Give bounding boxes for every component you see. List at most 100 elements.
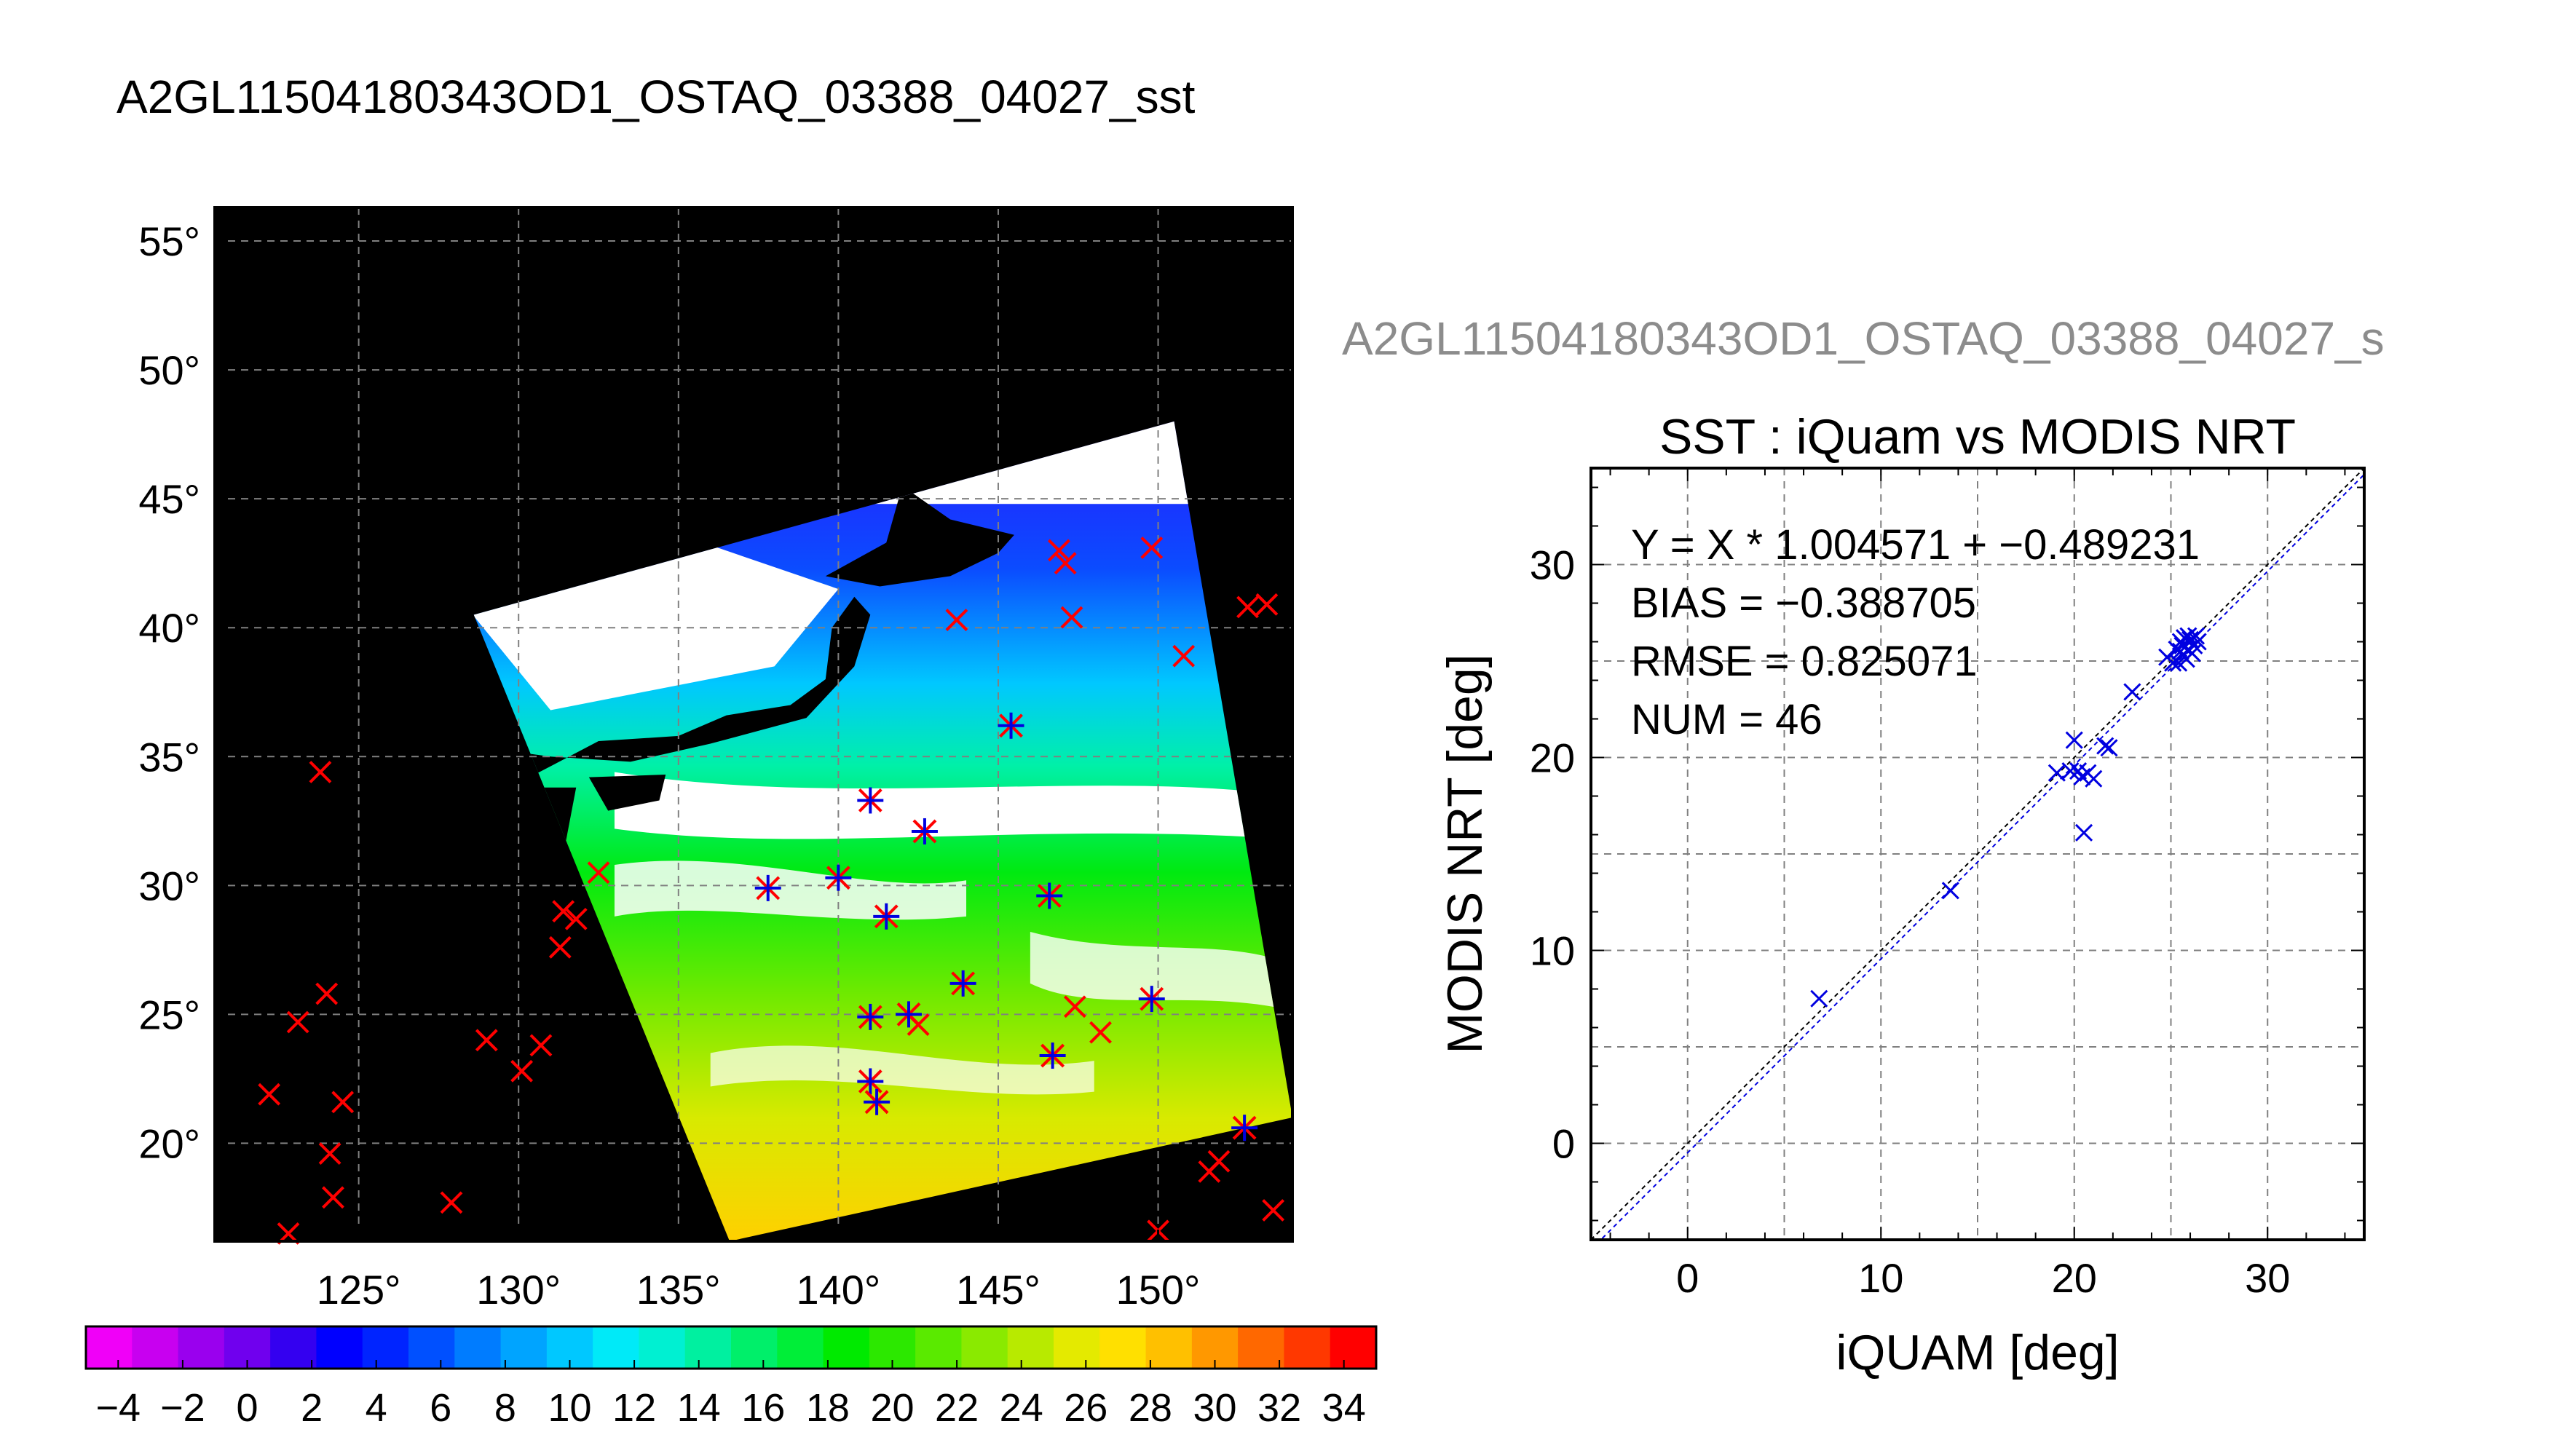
buoy-marker-matched <box>949 970 976 997</box>
buoy-marker-unmatched <box>1207 1150 1231 1173</box>
map-frame <box>213 206 1294 1243</box>
buoy-marker-unmatched <box>1089 1021 1112 1044</box>
scatter-point <box>2171 642 2189 660</box>
buoy-marker-unmatched <box>564 907 588 930</box>
buoy-marker-matched <box>911 818 938 844</box>
buoy-marker-unmatched <box>309 761 332 783</box>
colorbar-tick-label: 14 <box>677 1386 721 1430</box>
map-x-tick-label: 130° <box>476 1267 561 1313</box>
colorbar-swatch <box>1054 1326 1100 1369</box>
buoy-marker-unmatched <box>548 935 572 959</box>
map-y-tick-label: 25° <box>138 992 200 1037</box>
scatter-point <box>1941 882 1959 900</box>
buoy-marker-unmatched <box>318 1142 341 1166</box>
buoy-marker-unmatched <box>322 1186 344 1209</box>
colorbar-swatch <box>86 1326 133 1369</box>
colorbar-swatch <box>500 1326 548 1369</box>
scatter-points <box>1810 627 2207 1008</box>
colorbar-swatch <box>731 1326 778 1369</box>
buoy-marker-unmatched <box>1054 552 1077 575</box>
scatter-point <box>2096 737 2114 755</box>
colorbar-tick-label: 12 <box>612 1386 656 1430</box>
scatter-gridlines <box>1591 468 2364 1240</box>
scatter-x-axis-label: iQUAM [deg] <box>1836 1325 2119 1380</box>
scatter-point <box>2179 627 2197 645</box>
buoy-marker-unmatched <box>552 900 575 923</box>
colorbar-swatch <box>178 1326 225 1369</box>
colorbar-tick-label: 24 <box>1000 1386 1043 1430</box>
main-title: A2GL11504180343OD1_OSTAQ_03388_04027_sst <box>117 71 1196 123</box>
buoy-marker-unmatched <box>315 982 339 1005</box>
colorbar-tick-label: 18 <box>806 1386 850 1430</box>
colorbar-frame <box>84 1325 1378 1370</box>
buoy-marker-unmatched <box>1255 593 1279 616</box>
scatter-y-tick-label: 30 <box>1530 542 1575 588</box>
hokkaido <box>825 486 1014 587</box>
buoy-marker-unmatched <box>1060 606 1083 629</box>
colorbar-swatch <box>132 1326 179 1369</box>
scatter-frame <box>1590 467 2366 1241</box>
colorbar-tick-label: −4 <box>96 1386 141 1430</box>
colorbar-tick-label: 28 <box>1129 1386 1172 1430</box>
colorbar: −4 −2 0 2 4 6 8 10 12 14 16 18 20 22 24 26 28 30 32 34 <box>84 1325 1378 1430</box>
colorbar-swatch <box>593 1326 640 1369</box>
buoy-marker-unmatched <box>258 1083 281 1106</box>
colorbar-tick-label: 4 <box>366 1386 387 1430</box>
scatter-y-tick-label: 10 <box>1530 928 1575 974</box>
buoy-marker-unmatched <box>331 1091 355 1114</box>
colorbar-tick-label: 10 <box>548 1386 591 1430</box>
buoy-marker-matched <box>857 1003 884 1030</box>
buoy-marker-unmatched <box>286 1010 309 1034</box>
map-x-tick-label: 145° <box>956 1267 1040 1313</box>
map-y-tick-label: 35° <box>138 734 200 780</box>
map-y-tick-label: 30° <box>138 863 200 909</box>
colorbar-swatch <box>684 1326 732 1369</box>
scatter-x-tick-label: 30 <box>2245 1255 2290 1301</box>
map-y-tick-label: 50° <box>138 347 200 393</box>
scatter-point <box>2164 654 2182 672</box>
colorbar-swatch <box>915 1326 963 1369</box>
colorbar-tick-label: −2 <box>160 1386 205 1430</box>
buoy-marker-matched <box>1036 882 1063 909</box>
colorbar-swatch <box>1099 1326 1147 1369</box>
buoy-marker-unmatched <box>1262 1199 1285 1222</box>
map-y-tick-label: 40° <box>138 605 200 651</box>
map-y-tick-label: 20° <box>138 1120 200 1166</box>
colorbar-swatch <box>408 1326 455 1369</box>
colorbar-swatch <box>1145 1326 1193 1369</box>
map-x-tick-label: 150° <box>1116 1267 1201 1313</box>
buoy-marker-matched <box>825 864 852 891</box>
scatter-stat-line: NUM = 46 <box>1631 696 1823 743</box>
buoy-marker-matched <box>998 712 1024 739</box>
scatter-point <box>2123 683 2141 701</box>
buoy-marker-unmatched <box>1172 644 1196 668</box>
colorbar-tick-label: 32 <box>1257 1386 1301 1430</box>
buoy-markers <box>258 537 1285 1245</box>
reference-lines <box>1591 468 2364 1240</box>
sst-map: 125° 130° 135° 140° 145° 150° 20° 25° 30° 35° 40° 4… <box>138 206 1294 1313</box>
scatter-stat-line: Y = X * 1.004571 + −0.489231 <box>1631 521 2200 569</box>
buoy-marker-matched <box>857 1068 884 1095</box>
colorbar-tick-label: 0 <box>236 1386 258 1430</box>
buoy-marker-matched <box>864 1088 891 1115</box>
buoy-marker-matched <box>754 874 781 901</box>
cloud-band-33 <box>614 772 1287 839</box>
buoy-marker-matched <box>895 1001 922 1028</box>
one-to-one-line <box>1591 468 2364 1240</box>
scatter-point <box>2085 769 2103 788</box>
map-x-tick-label: 125° <box>317 1267 401 1313</box>
colorbar-tick-label: 16 <box>741 1386 785 1430</box>
colorbar-swatch <box>1007 1326 1054 1369</box>
buoy-marker-matched <box>1039 1042 1066 1069</box>
regression-line <box>1600 474 2364 1240</box>
buoy-marker-matched <box>857 787 884 814</box>
colorbar-swatch <box>639 1326 686 1369</box>
shikoku <box>588 775 666 811</box>
colorbar-tick-label: 20 <box>870 1386 914 1430</box>
colorbar-swatch <box>1238 1326 1285 1369</box>
colorbar-swatch <box>362 1326 409 1369</box>
colorbar-swatch <box>1284 1326 1331 1369</box>
colorbar-swatch <box>961 1326 1008 1369</box>
scatter-point <box>2061 761 2080 780</box>
